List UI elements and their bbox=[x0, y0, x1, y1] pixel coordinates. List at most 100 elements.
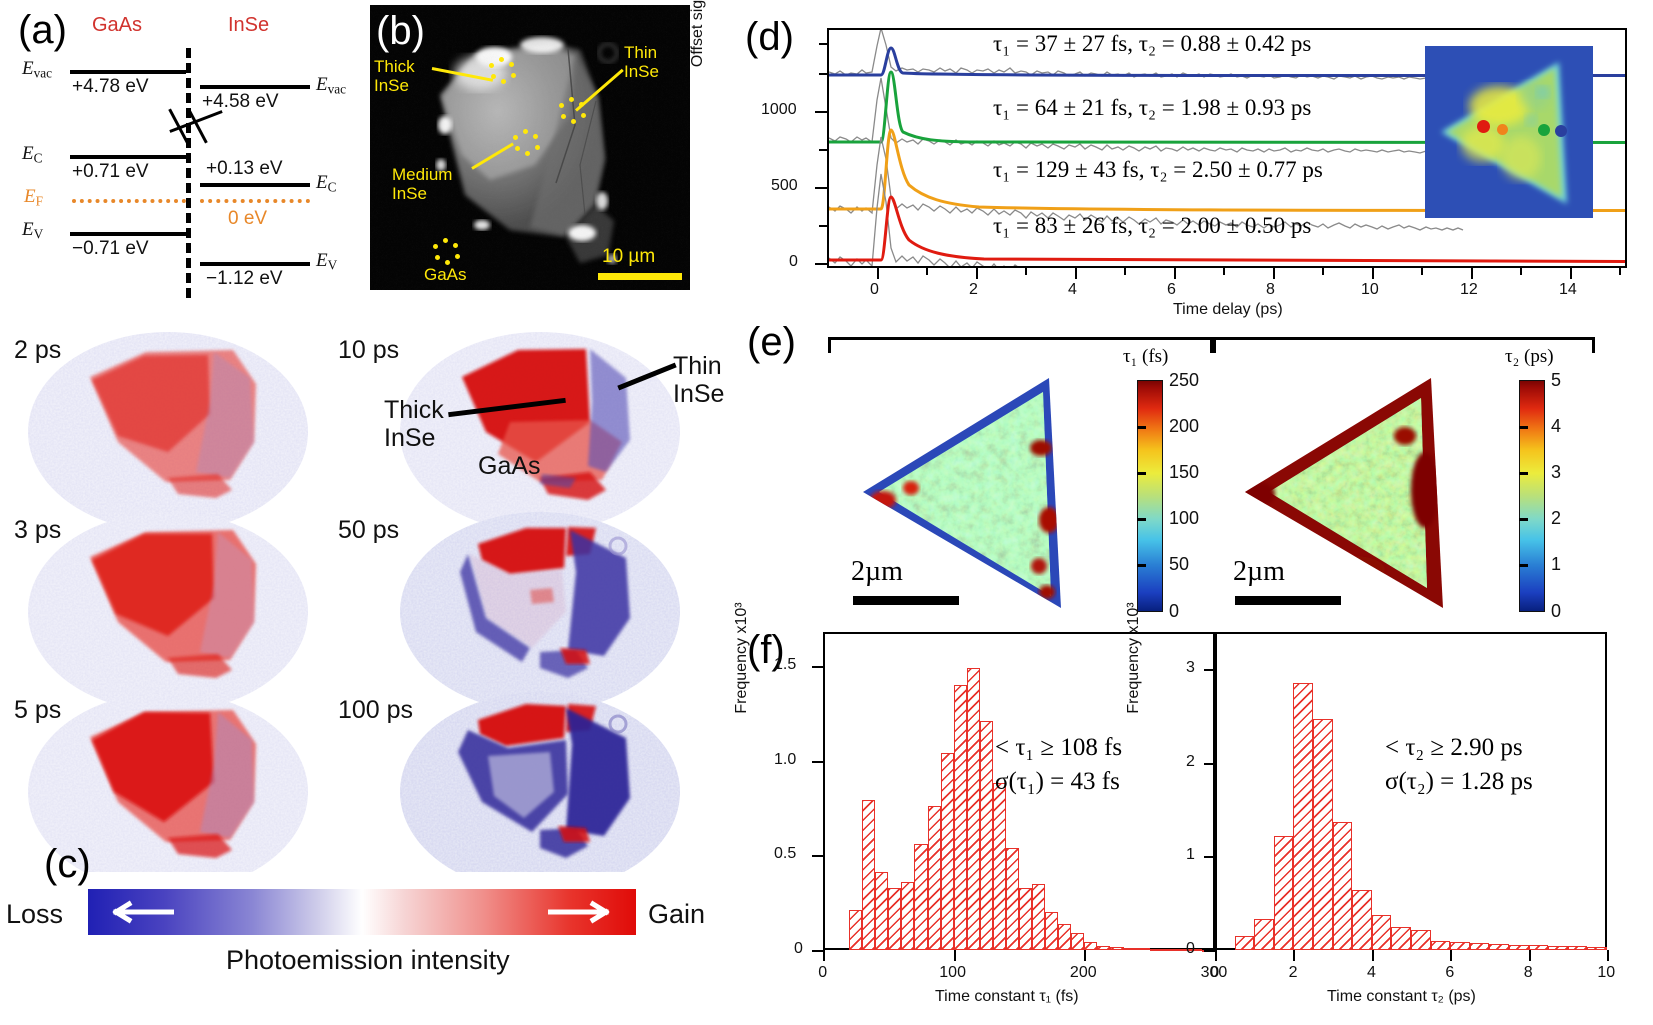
panel-c-letter: (c) bbox=[44, 842, 91, 886]
panel-b-scalebar-label: 10 µm bbox=[602, 246, 656, 267]
hist-ytick bbox=[1204, 762, 1215, 765]
panel-c-maps bbox=[28, 332, 680, 872]
panel-b-thick-inse-label2: InSe bbox=[374, 76, 409, 95]
histogram-bar bbox=[966, 667, 980, 950]
hist-ytick-label: 0 bbox=[1186, 940, 1195, 957]
panel-e-left-cbnum-250: 250 bbox=[1169, 370, 1200, 390]
panel-e-left-cbnum-100: 100 bbox=[1169, 508, 1200, 528]
panel-e-left-cbtick-150 bbox=[1137, 472, 1146, 475]
panel-e-letter: (e) bbox=[747, 320, 796, 364]
panel-d-xtick-label-8: 8 bbox=[1266, 281, 1275, 298]
histogram-bar bbox=[940, 753, 954, 950]
value-evac-left: +4.78 eV bbox=[72, 76, 149, 97]
panel-e-left-colorbar bbox=[1137, 380, 1163, 612]
panel-c-thick-label2: InSe bbox=[384, 424, 436, 452]
panel-f-right-xlabel: Time constant τ₂ (ps) bbox=[1327, 988, 1476, 1005]
hist-xtick bbox=[1450, 950, 1453, 961]
panel-b-medium-inse-label2: InSe bbox=[392, 184, 427, 203]
panel-f-letter: (f) bbox=[747, 628, 785, 672]
panel-d-xtick-label-14: 14 bbox=[1559, 281, 1577, 298]
panel-d-xtick-minor-1 bbox=[926, 268, 928, 275]
panel-e-right-cbtick-2 bbox=[1519, 518, 1528, 521]
panel-c-time-label-50ps: 50 ps bbox=[338, 516, 400, 544]
panel-f-right-sigma-stat: σ(τ₂) = 1.28 ps bbox=[1385, 768, 1533, 795]
histogram-bar bbox=[875, 872, 889, 950]
hist-xtick-label: 200 bbox=[1069, 964, 1097, 981]
panel-d-ytick-500 bbox=[815, 187, 827, 189]
panel-b-pem-image: (b) Thick InSe Thin InSe Medium InSe GaA… bbox=[370, 5, 690, 290]
hist-ytick bbox=[1204, 950, 1215, 952]
panel-c-time-label-2ps: 2 ps bbox=[14, 336, 62, 364]
panel-b-thick-inse-label: Thick bbox=[374, 57, 415, 76]
histogram-bar bbox=[1567, 946, 1588, 950]
hist-ytick bbox=[1204, 669, 1215, 672]
histogram-bar bbox=[849, 910, 863, 950]
panel-c-time-label-5ps: 5 ps bbox=[14, 696, 62, 724]
histogram-bar bbox=[1188, 949, 1202, 952]
histogram-bar bbox=[1371, 915, 1392, 950]
panel-e-right-cbtick-1 bbox=[1519, 564, 1528, 567]
hist-xtick-label: 100 bbox=[939, 964, 966, 981]
histogram-bar bbox=[992, 783, 1006, 950]
hist-xtick bbox=[1607, 950, 1609, 961]
fermi-line-right bbox=[200, 199, 310, 203]
panel-e-left-cbnum-200: 200 bbox=[1169, 416, 1200, 436]
histogram-bar bbox=[1005, 847, 1019, 950]
fermi-line-left bbox=[72, 199, 186, 203]
panel-b-scalebar bbox=[598, 273, 682, 280]
panel-e-left-cbtick-100 bbox=[1137, 518, 1146, 521]
panel-b-medium-inse-label: Medium bbox=[392, 165, 453, 184]
panel-d-inset-marker-blue bbox=[1555, 125, 1567, 137]
interface-divider bbox=[186, 48, 191, 298]
panel-f-left-xlabel: Time constant τ₁ (fs) bbox=[935, 988, 1079, 1005]
panel-d-xtick-minor-7 bbox=[1520, 268, 1522, 275]
level-line-evac-right bbox=[200, 85, 310, 89]
panel-d-ytick-minor-2 bbox=[819, 149, 827, 151]
histogram-bar bbox=[1110, 947, 1124, 950]
hist-ytick bbox=[812, 950, 823, 952]
panel-d-ytick-1000 bbox=[815, 111, 827, 113]
panel-c-loss-arrow-icon bbox=[112, 900, 174, 924]
panel-e-tau2-map bbox=[1245, 378, 1443, 608]
histogram-bar bbox=[1058, 923, 1072, 950]
hist-xtick-label: 8 bbox=[1523, 964, 1533, 981]
panel-e-right-scalebar-label: 2µm bbox=[1233, 556, 1285, 587]
panel-d-xtick-label-4: 4 bbox=[1068, 281, 1077, 298]
label-evac-right: Evac bbox=[316, 74, 347, 97]
hist-xtick-label: 0 bbox=[1210, 964, 1220, 981]
panel-b-spot-thick bbox=[488, 57, 516, 85]
panel-e-tau1-map bbox=[863, 378, 1061, 608]
panel-c-gaas-label: GaAs bbox=[478, 452, 541, 480]
panel-d-xtick-2 bbox=[976, 268, 978, 279]
panel-d-ytick-0 bbox=[815, 263, 827, 265]
histogram-bar bbox=[1548, 946, 1568, 950]
panel-d-ytick-minor-4 bbox=[819, 43, 827, 45]
panel-c-colorbar-group: Loss Gain Photoemission intensity bbox=[0, 867, 740, 977]
panel-f-left-sigma-stat: σ(τ₁) = 43 fs bbox=[995, 768, 1120, 795]
panel-d-xtick-label-2: 2 bbox=[969, 281, 978, 298]
panel-e-left-cbnum-0: 0 bbox=[1169, 601, 1180, 621]
panel-e-right-cbnum-4: 4 bbox=[1551, 416, 1562, 436]
hist-ytick-label: 0.5 bbox=[774, 845, 797, 863]
value-fermi-zero: 0 eV bbox=[228, 208, 268, 229]
histogram-bar bbox=[1273, 835, 1294, 950]
panel-a-material-gaas: GaAs bbox=[92, 14, 143, 36]
hist-xtick bbox=[1215, 950, 1217, 961]
panel-e-left-cbnum-150: 150 bbox=[1169, 462, 1200, 482]
panel-a-band-diagram: (a) GaAs InSe Evac +4.78 eV EC +0.71 eV … bbox=[0, 0, 372, 312]
panel-f-left-mean-stat: < τ₁ ≥ 108 fs bbox=[995, 734, 1123, 761]
histogram-bar bbox=[1136, 948, 1150, 951]
panel-b-spot-gaas bbox=[432, 238, 460, 266]
value-evac-right: +4.58 eV bbox=[202, 91, 279, 112]
hist-xtick-label: 300 bbox=[1200, 964, 1228, 981]
panel-e-lifetime-maps: (e) τ₁ (fs) bbox=[745, 308, 1653, 621]
panel-f-left-ylabel: Frequency x10³ bbox=[733, 602, 750, 714]
panel-b-spot-thin bbox=[558, 97, 586, 125]
panel-d-ytick-label-0: 0 bbox=[789, 253, 798, 270]
histogram-bar bbox=[1234, 935, 1255, 950]
panel-d-fit-1: τ₁ = 37 ± 27 fs, τ₂ = 0.88 ± 0.42 ps bbox=[993, 31, 1312, 56]
panel-e-left-bracket bbox=[828, 337, 1213, 353]
panel-c-colorbar bbox=[88, 889, 636, 935]
panel-d-xtick-12 bbox=[1471, 268, 1473, 279]
panel-d-xtick-minor-5 bbox=[1322, 268, 1324, 275]
